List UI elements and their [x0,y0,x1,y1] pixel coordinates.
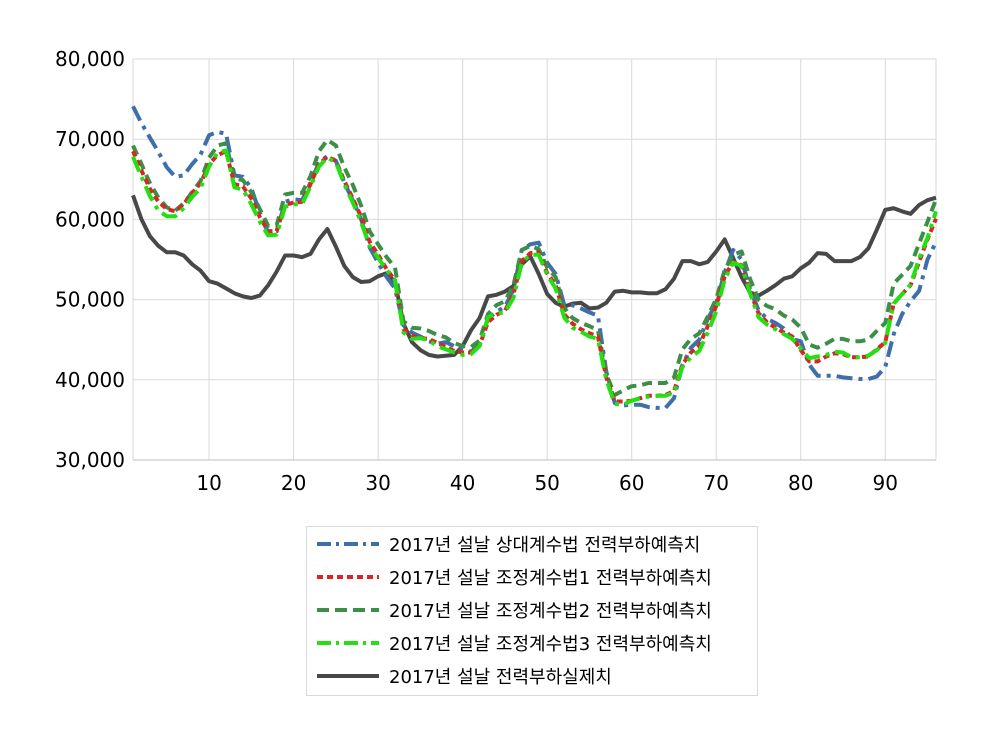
legend-item-series-2: 2017년 설날 조정계수법1 전력부하예측치 [315,562,712,592]
plot-area [132,58,937,461]
legend: 2017년 설날 상대계수법 전력부하예측치 2017년 설날 조정계수법1 전… [306,526,758,696]
legend-item-series-5: 2017년 설날 전력부하실제치 [315,661,612,691]
legend-item-series-3: 2017년 설날 조정계수법2 전력부하예측치 [315,595,712,625]
x-tick-label: 80 [788,471,813,495]
legend-swatch-series-4 [317,641,379,645]
x-tick-label: 30 [365,471,390,495]
legend-label-series-3: 2017년 설날 조정계수법2 전력부하예측치 [389,601,712,622]
y-tick-label: 70,000 [55,127,125,151]
legend-item-series-4: 2017년 설날 조정계수법3 전력부하예측치 [315,628,712,658]
series-lines [131,105,938,410]
gridlines [133,58,936,461]
x-tick-label: 50 [534,471,559,495]
series-line-4 [131,148,938,407]
y-tick-label: 30,000 [55,448,125,472]
x-tick-label: 20 [281,471,306,495]
series-line-5 [131,194,937,359]
y-tick-label: 60,000 [55,207,125,231]
x-tick-label: 40 [450,471,475,495]
legend-swatch-series-5 [317,674,379,678]
legend-label-series-2: 2017년 설날 조정계수법1 전력부하예측치 [389,568,712,589]
legend-label-series-1: 2017년 설날 상대계수법 전력부하예측치 [389,535,701,556]
y-tick-label: 50,000 [55,288,125,312]
legend-item-series-1: 2017년 설날 상대계수법 전력부하예측치 [315,529,700,559]
series-line-2 [131,149,938,404]
legend-swatch-series-2 [317,575,379,579]
plot-border [132,58,937,461]
x-tick-label: 10 [196,471,221,495]
x-axis-ticks: 10 20 30 40 50 60 70 80 90 [196,471,898,495]
y-tick-label: 80,000 [55,47,125,71]
x-tick-label: 60 [619,471,644,495]
legend-label-series-5: 2017년 설날 전력부하실제치 [389,667,612,688]
x-tick-label: 70 [704,471,729,495]
series-line-3 [131,138,938,397]
x-tick-label: 90 [873,471,898,495]
y-axis-ticks: 30,000 40,000 50,000 60,000 70,000 80,000 [55,47,125,472]
legend-label-series-4: 2017년 설날 조정계수법3 전력부하예측치 [389,634,712,655]
y-tick-label: 40,000 [55,368,125,392]
legend-swatch-series-1 [317,542,379,546]
legend-swatch-series-3 [317,608,379,612]
line-chart: 30,000 40,000 50,000 60,000 70,000 80,000 10 2… [55,47,938,495]
